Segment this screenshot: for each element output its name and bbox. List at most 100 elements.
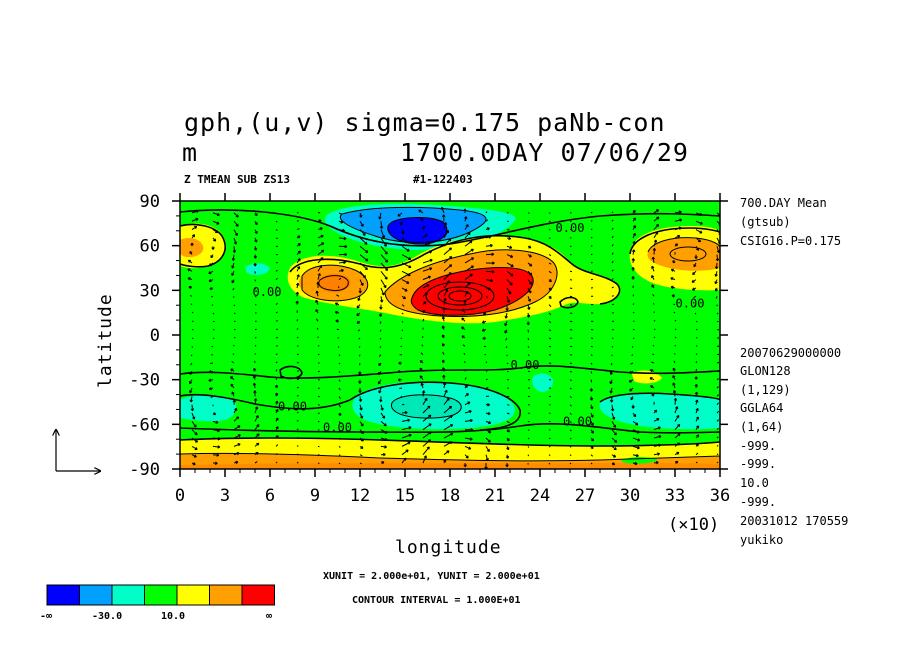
wind-vector: [338, 445, 341, 448]
wind-vector: [191, 437, 198, 443]
wind-vector-head: [717, 258, 720, 262]
contour-line: [425, 281, 495, 311]
wind-vector-head: [297, 250, 301, 253]
vector-units-label: XUNIT = 2.000e+01, YUNIT = 2.000e+01: [323, 571, 540, 582]
wind-vector: [357, 329, 361, 332]
wind-vector-head: [492, 261, 495, 264]
wind-vector: [632, 311, 635, 314]
wind-vector-head: [442, 374, 445, 378]
wind-vector: [296, 419, 299, 422]
wind-vector: [401, 441, 411, 447]
wind-vector-head: [398, 362, 402, 365]
wind-vector: [338, 277, 342, 281]
wind-vector: [716, 369, 720, 372]
wind-vector: [191, 445, 198, 450]
contour-line: [349, 381, 521, 431]
wind-vector: [506, 287, 512, 295]
x-tick-label: 6: [265, 486, 275, 506]
wind-vector-head: [488, 420, 492, 424]
wind-vector-head: [591, 397, 594, 401]
wind-vector: [485, 454, 489, 461]
wind-vector: [338, 237, 347, 240]
x-tick-label: 12: [350, 486, 370, 506]
x-axis-title: longitude: [395, 537, 502, 558]
y-tick-label: -60: [129, 415, 160, 435]
wind-vector: [443, 264, 452, 272]
wind-vector-head: [380, 399, 383, 403]
wind-vector: [296, 378, 299, 381]
wind-vector-head: [212, 247, 215, 250]
wind-vector: [464, 240, 473, 247]
wind-vector-head: [378, 382, 381, 385]
wind-vector: [443, 406, 452, 414]
wind-vector: [569, 404, 572, 407]
wind-vector: [401, 262, 412, 268]
wind-vector: [548, 270, 552, 274]
wind-vector-head: [528, 314, 531, 318]
colorbar-label-pos-inf: ∞: [266, 611, 272, 622]
wind-vector-head: [341, 220, 344, 223]
wind-vector: [569, 295, 573, 298]
contour-line: [410, 267, 534, 316]
wind-vector-head: [234, 407, 237, 410]
wind-vector-head: [508, 429, 510, 432]
wind-vector-head: [365, 241, 368, 245]
contour-line: [669, 246, 707, 262]
wind-vector: [695, 361, 698, 364]
wind-vector-head: [658, 434, 662, 437]
wind-vector-head: [253, 390, 256, 394]
wind-vector: [548, 262, 552, 265]
wind-vector: [191, 421, 197, 428]
wind-vector: [401, 270, 411, 276]
wind-vector-head: [511, 273, 514, 277]
wind-vector: [190, 303, 193, 306]
wind-vector: [674, 398, 677, 405]
wind-vector-head: [237, 214, 239, 218]
wind-vector-head: [442, 214, 445, 218]
wind-vector: [506, 412, 510, 415]
wind-vector: [275, 361, 278, 364]
wind-vector: [443, 272, 452, 280]
wind-vector: [590, 228, 593, 231]
wind-vector: [674, 336, 677, 339]
wind-vector-head: [252, 375, 255, 379]
wind-vector: [400, 395, 403, 398]
wind-vector: [716, 461, 719, 464]
wind-vector: [695, 452, 699, 456]
wind-vector-head: [614, 454, 617, 458]
wind-vector: [611, 235, 614, 239]
wind-vector-head: [407, 418, 410, 421]
wind-vector-head: [420, 383, 423, 386]
wind-vector-head: [695, 256, 698, 259]
wind-vector: [715, 262, 718, 269]
wind-vector: [338, 437, 341, 440]
wind-vector: [296, 411, 299, 414]
wind-vector-head: [419, 360, 422, 364]
wind-vector: [590, 362, 593, 365]
wind-vector: [443, 390, 448, 397]
wind-vector: [380, 287, 385, 296]
wind-vector-head: [637, 446, 640, 449]
wind-vector: [653, 426, 661, 431]
chart-subtitle-right: #1-122403: [413, 173, 473, 186]
wind-vector: [632, 437, 640, 441]
wind-vector-head: [429, 258, 433, 261]
wind-vector-head: [230, 368, 233, 372]
wind-vector: [548, 437, 551, 440]
colorbar-swatch: [144, 584, 178, 606]
colorbar: [46, 584, 275, 606]
wind-vector: [422, 398, 428, 405]
wind-vector-head: [652, 248, 655, 251]
wind-vector: [379, 346, 382, 349]
wind-vector: [484, 304, 487, 307]
wind-vector: [611, 219, 614, 222]
wind-vector: [527, 420, 530, 423]
wind-vector: [485, 370, 488, 372]
wind-vector-head: [658, 443, 661, 446]
wind-vector: [233, 246, 236, 253]
wind-vector-head: [217, 437, 221, 440]
x-tick-label: 27: [575, 486, 595, 506]
wind-vector: [380, 279, 387, 288]
colorbar-label-neg30: -30.0: [92, 611, 122, 622]
